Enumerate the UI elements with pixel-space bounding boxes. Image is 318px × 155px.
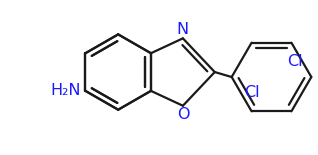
Text: H₂N: H₂N bbox=[50, 83, 80, 98]
Text: Cl: Cl bbox=[287, 54, 303, 69]
Text: N: N bbox=[177, 22, 189, 37]
Text: Cl: Cl bbox=[244, 85, 259, 100]
Text: O: O bbox=[176, 107, 189, 122]
